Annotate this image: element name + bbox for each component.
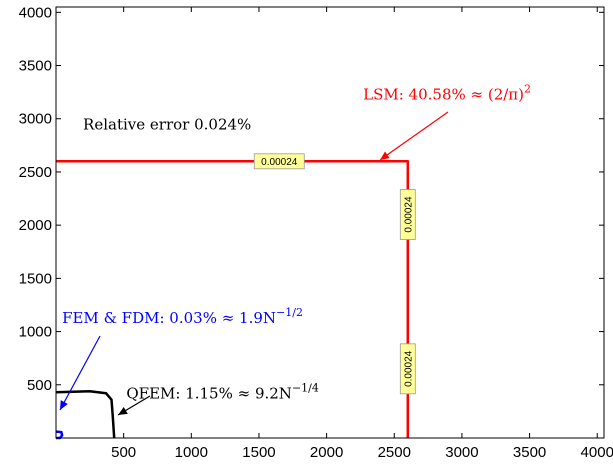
y-tick-label: 3500 <box>19 58 52 75</box>
contour-label-text: 0.00024 <box>403 196 414 233</box>
x-tick-label: 4000 <box>581 444 613 461</box>
y-tick-label: 2500 <box>19 164 52 181</box>
contour-label-text: 0.00024 <box>261 157 298 168</box>
lsm-arrow-head <box>380 151 390 160</box>
annotation-fem-fdm: FEM & FDM: 0.03% ≈ 1.9N−1/2 <box>62 306 303 327</box>
x-tick-label: 3500 <box>513 444 546 461</box>
y-tick-label: 3000 <box>19 111 52 128</box>
contour-label: 0.00024 <box>399 343 416 395</box>
y-tick-label: 500 <box>27 377 52 394</box>
annotations: Relative error 0.024% LSM: 40.58% ≈ (2/π)… <box>62 83 531 403</box>
x-tick-label: 500 <box>111 444 136 461</box>
y-tick-label: 4000 <box>19 4 52 21</box>
x-tick-label: 3000 <box>445 444 478 461</box>
annotation-qfem: QFEM: 1.15% ≈ 9.2N−1/4 <box>126 382 319 403</box>
qfem-arrow-head <box>118 406 128 415</box>
contour-labels: 0.00024 0.00024 0.00024 <box>253 153 416 395</box>
y-tick-label: 1500 <box>19 270 52 287</box>
contour-label: 0.00024 <box>399 189 416 240</box>
contour-label-box <box>399 343 416 395</box>
fem-fdm-arrow-head <box>60 400 68 410</box>
x-tick-label: 2000 <box>310 444 343 461</box>
annotation-arrows <box>59 111 449 416</box>
axis-ticks: 500 1000 1500 2000 2500 3000 3500 4000 500 1000 15… <box>19 4 613 461</box>
annotation-rel-error: Relative error 0.024% <box>83 115 251 133</box>
series-qfem-line <box>55 389 116 439</box>
contour-label: 0.00024 <box>253 153 305 170</box>
y-tick-label: 2000 <box>19 217 52 234</box>
plot-frame <box>55 6 605 439</box>
contour-label-box <box>399 189 416 240</box>
contour-label-box <box>253 153 305 170</box>
annotation-lsm: LSM: 40.58% ≈ (2/π)2 <box>363 83 531 104</box>
lsm-arrow <box>379 111 449 161</box>
fem-fdm-arrow <box>59 335 101 411</box>
y-tick-label: 1000 <box>19 324 52 341</box>
x-tick-label: 1000 <box>175 444 208 461</box>
contour-label-text: 0.00024 <box>403 350 414 387</box>
x-tick-label: 2500 <box>378 444 411 461</box>
x-tick-label: 1500 <box>242 444 275 461</box>
series-fem_fdm-line <box>55 430 64 440</box>
